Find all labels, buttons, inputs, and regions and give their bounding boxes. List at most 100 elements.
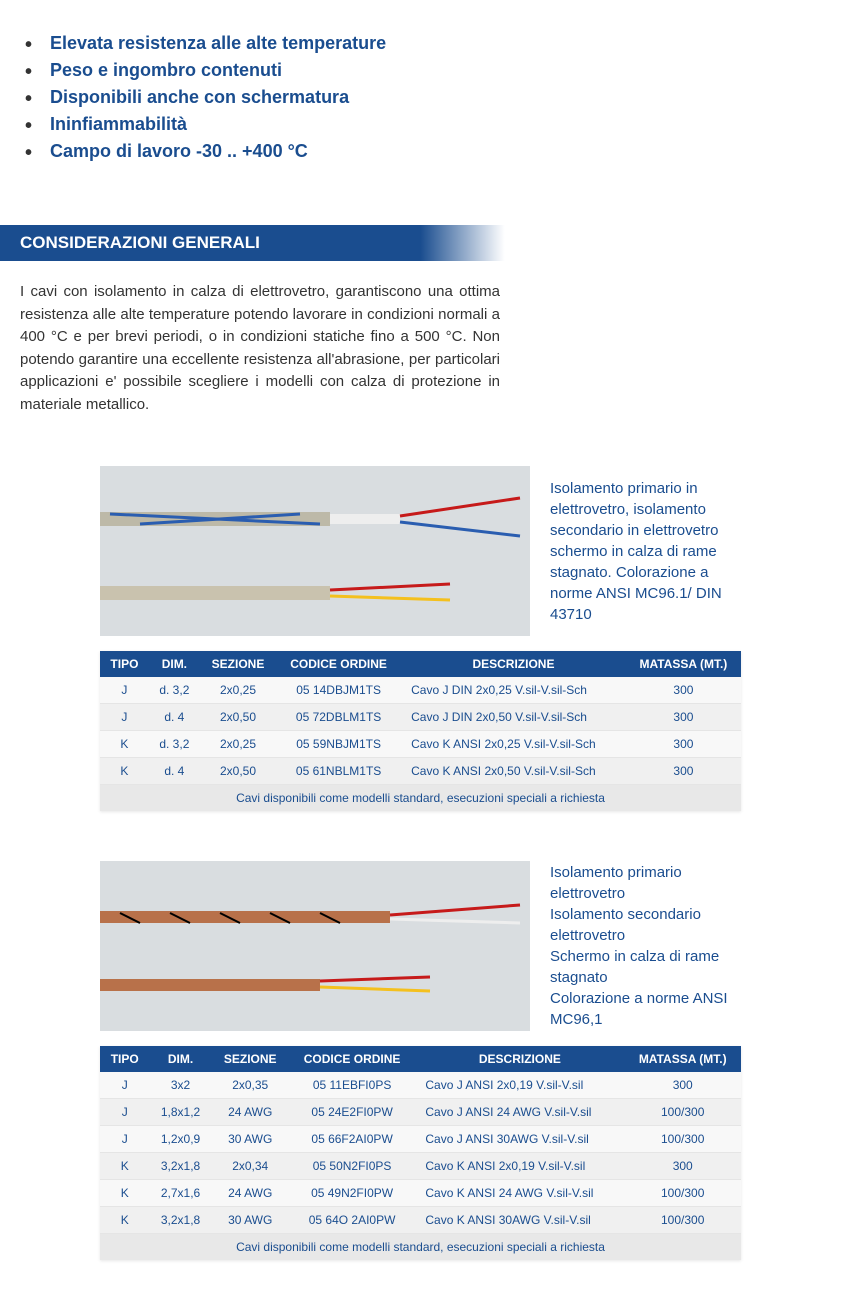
product-caption-2: Isolamento primario elettrovetro Isolame… <box>550 862 741 1030</box>
table-footer-row: Cavi disponibili come modelli standard, … <box>100 785 741 812</box>
cell-codice: 05 66F2AI0PW <box>289 1126 416 1153</box>
cell-matassa: 300 <box>624 1153 741 1180</box>
cable-image-2 <box>100 861 530 1031</box>
cell-tipo: K <box>100 1153 149 1180</box>
th-codice: CODICE ORDINE <box>276 651 401 677</box>
feature-item: Campo di lavoro -30 .. +400 °C <box>20 138 821 165</box>
cell-tipo: K <box>100 1180 149 1207</box>
cell-tipo: J <box>100 1072 149 1099</box>
cell-sezione: 2x0,50 <box>200 704 276 731</box>
cell-codice: 05 72DBLM1TS <box>276 704 401 731</box>
cell-desc: Cavo J ANSI 24 AWG V.sil-V.sil <box>415 1099 624 1126</box>
cell-codice: 05 59NBJM1TS <box>276 731 401 758</box>
cell-codice: 05 61NBLM1TS <box>276 758 401 785</box>
cell-matassa: 300 <box>624 1072 741 1099</box>
table-row: Jd. 3,22x0,2505 14DBJM1TSCavo J DIN 2x0,… <box>100 677 741 704</box>
cell-desc: Cavo K ANSI 30AWG V.sil-V.sil <box>415 1207 624 1234</box>
product-caption-1: Isolamento primario in elettrovetro, iso… <box>550 478 741 625</box>
th-sezione: SEZIONE <box>200 651 276 677</box>
cell-desc: Cavo K ANSI 24 AWG V.sil-V.sil <box>415 1180 624 1207</box>
table-row: J1,2x0,930 AWG05 66F2AI0PWCavo J ANSI 30… <box>100 1126 741 1153</box>
cell-tipo: K <box>100 1207 149 1234</box>
table-header-row: TIPO DIM. SEZIONE CODICE ORDINE DESCRIZI… <box>100 651 741 677</box>
cell-dim: 2,7x1,6 <box>149 1180 211 1207</box>
cell-desc: Cavo K ANSI 2x0,25 V.sil-V.sil-Sch <box>401 731 626 758</box>
cell-codice: 05 64O 2AI0PW <box>289 1207 416 1234</box>
table-row: J3x22x0,3505 11EBFI0PSCavo J ANSI 2x0,19… <box>100 1072 741 1099</box>
cell-dim: d. 4 <box>149 704 200 731</box>
table-footer-text: Cavi disponibili come modelli standard, … <box>100 785 741 812</box>
table-row: J1,8x1,224 AWG05 24E2FI0PWCavo J ANSI 24… <box>100 1099 741 1126</box>
th-desc: DESCRIZIONE <box>415 1046 624 1072</box>
cell-codice: 05 14DBJM1TS <box>276 677 401 704</box>
cell-dim: 3,2x1,8 <box>149 1153 211 1180</box>
section-header: CONSIDERAZIONI GENERALI <box>0 225 841 261</box>
table-footer-text: Cavi disponibili come modelli standard, … <box>100 1234 741 1261</box>
table-header-row: TIPO DIM. SEZIONE CODICE ORDINE DESCRIZI… <box>100 1046 741 1072</box>
cell-matassa: 300 <box>626 704 741 731</box>
cell-dim: d. 4 <box>149 758 200 785</box>
product-block-2: Isolamento primario elettrovetro Isolame… <box>20 861 821 1260</box>
cell-sezione: 2x0,35 <box>212 1072 289 1099</box>
table-row: Kd. 42x0,5005 61NBLM1TSCavo K ANSI 2x0,5… <box>100 758 741 785</box>
cell-tipo: J <box>100 1099 149 1126</box>
cell-codice: 05 24E2FI0PW <box>289 1099 416 1126</box>
cell-matassa: 300 <box>626 758 741 785</box>
th-dim: DIM. <box>149 1046 211 1072</box>
cell-desc: Cavo J ANSI 30AWG V.sil-V.sil <box>415 1126 624 1153</box>
cell-sezione: 2x0,25 <box>200 677 276 704</box>
cell-matassa: 300 <box>626 677 741 704</box>
th-tipo: TIPO <box>100 1046 149 1072</box>
cell-codice: 05 50N2FI0PS <box>289 1153 416 1180</box>
cell-dim: d. 3,2 <box>149 731 200 758</box>
table-row: Kd. 3,22x0,2505 59NBJM1TSCavo K ANSI 2x0… <box>100 731 741 758</box>
feature-list: Elevata resistenza alle alte temperature… <box>20 30 821 165</box>
cell-tipo: K <box>100 731 149 758</box>
cell-desc: Cavo J DIN 2x0,25 V.sil-V.sil-Sch <box>401 677 626 704</box>
cell-codice: 05 11EBFI0PS <box>289 1072 416 1099</box>
cell-matassa: 100/300 <box>624 1126 741 1153</box>
cell-matassa: 100/300 <box>624 1099 741 1126</box>
cell-sezione: 24 AWG <box>212 1099 289 1126</box>
cell-dim: 3x2 <box>149 1072 211 1099</box>
cell-matassa: 100/300 <box>624 1207 741 1234</box>
cell-codice: 05 49N2FI0PW <box>289 1180 416 1207</box>
cell-sezione: 2x0,34 <box>212 1153 289 1180</box>
table-row: K3,2x1,82x0,3405 50N2FI0PSCavo K ANSI 2x… <box>100 1153 741 1180</box>
cell-tipo: J <box>100 1126 149 1153</box>
th-matassa: MATASSA (MT.) <box>626 651 741 677</box>
cell-tipo: J <box>100 704 149 731</box>
cell-sezione: 2x0,25 <box>200 731 276 758</box>
th-codice: CODICE ORDINE <box>289 1046 416 1072</box>
product-table-2: TIPO DIM. SEZIONE CODICE ORDINE DESCRIZI… <box>100 1046 741 1260</box>
cell-sezione: 30 AWG <box>212 1207 289 1234</box>
cell-dim: 1,8x1,2 <box>149 1099 211 1126</box>
feature-item: Peso e ingombro contenuti <box>20 57 821 84</box>
table-row: K3,2x1,830 AWG05 64O 2AI0PWCavo K ANSI 3… <box>100 1207 741 1234</box>
cell-sezione: 2x0,50 <box>200 758 276 785</box>
feature-item: Disponibili anche con schermatura <box>20 84 821 111</box>
cell-dim: 1,2x0,9 <box>149 1126 211 1153</box>
cable-image-1 <box>100 466 530 636</box>
cell-sezione: 30 AWG <box>212 1126 289 1153</box>
th-tipo: TIPO <box>100 651 149 677</box>
feature-item: Elevata resistenza alle alte temperature <box>20 30 821 57</box>
cell-desc: Cavo K ANSI 2x0,19 V.sil-V.sil <box>415 1153 624 1180</box>
th-sezione: SEZIONE <box>212 1046 289 1072</box>
cell-desc: Cavo J ANSI 2x0,19 V.sil-V.sil <box>415 1072 624 1099</box>
table-row: Jd. 42x0,5005 72DBLM1TSCavo J DIN 2x0,50… <box>100 704 741 731</box>
cell-tipo: K <box>100 758 149 785</box>
cell-desc: Cavo J DIN 2x0,50 V.sil-V.sil-Sch <box>401 704 626 731</box>
th-matassa: MATASSA (MT.) <box>624 1046 741 1072</box>
product-block-1: Isolamento primario in elettrovetro, iso… <box>20 466 821 811</box>
cell-tipo: J <box>100 677 149 704</box>
cell-dim: 3,2x1,8 <box>149 1207 211 1234</box>
th-dim: DIM. <box>149 651 200 677</box>
product-table-1: TIPO DIM. SEZIONE CODICE ORDINE DESCRIZI… <box>100 651 741 811</box>
cell-matassa: 300 <box>626 731 741 758</box>
cell-matassa: 100/300 <box>624 1180 741 1207</box>
table-footer-row: Cavi disponibili come modelli standard, … <box>100 1234 741 1261</box>
table-row: K2,7x1,624 AWG05 49N2FI0PWCavo K ANSI 24… <box>100 1180 741 1207</box>
cell-dim: d. 3,2 <box>149 677 200 704</box>
th-desc: DESCRIZIONE <box>401 651 626 677</box>
